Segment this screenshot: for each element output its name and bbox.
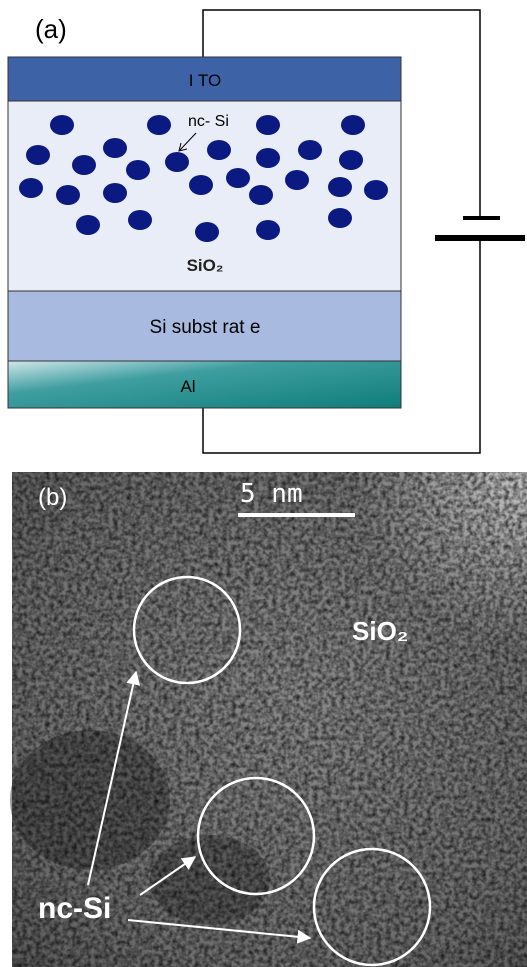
nanocrystal xyxy=(328,208,352,228)
nanocrystal xyxy=(189,175,213,195)
nanocrystal xyxy=(126,160,150,180)
panel-label: (b) xyxy=(38,484,67,511)
nanocrystal xyxy=(249,185,273,205)
nanocrystal xyxy=(128,210,152,230)
nanocrystal xyxy=(285,170,309,190)
nanocrystal xyxy=(298,140,322,160)
layer-label: SiO₂ xyxy=(187,256,224,275)
figure: (a) I TO SiO₂ Si subst rat e Al nc- Si (… xyxy=(0,0,527,967)
nanocrystal xyxy=(147,115,171,135)
nc-label: nc- Si xyxy=(188,113,229,130)
nanocrystal xyxy=(76,215,100,235)
nanocrystal xyxy=(56,185,80,205)
nanocrystal xyxy=(103,138,127,158)
nanocrystal xyxy=(341,115,365,135)
nanocrystal xyxy=(103,183,127,203)
nanocrystal xyxy=(256,148,280,168)
region-label: SiO₂ xyxy=(352,616,408,646)
layer-label: Si subst rat e xyxy=(150,317,261,338)
nanocrystal xyxy=(226,168,250,188)
nanocrystal xyxy=(256,115,280,135)
nanocrystal xyxy=(339,150,363,170)
nanocrystal xyxy=(50,115,74,135)
nanocrystal xyxy=(26,145,50,165)
nanocrystal xyxy=(256,220,280,240)
page: (a) I TO SiO₂ Si subst rat e Al nc- Si (… xyxy=(0,0,527,967)
panel-label: (a) xyxy=(35,14,67,44)
layer-label: I TO xyxy=(189,71,221,90)
nc-label: nc-Si xyxy=(38,892,111,925)
nanocrystal xyxy=(207,140,231,160)
nanocrystal xyxy=(165,152,189,172)
nanocrystal xyxy=(364,180,388,200)
nanocrystal xyxy=(72,155,96,175)
scale-label: 5 nm xyxy=(240,479,303,509)
layer-label: Al xyxy=(180,377,195,396)
nanocrystal xyxy=(195,222,219,242)
nanocrystal xyxy=(19,178,43,198)
al-layer xyxy=(8,361,401,408)
nanocrystal xyxy=(328,177,352,197)
